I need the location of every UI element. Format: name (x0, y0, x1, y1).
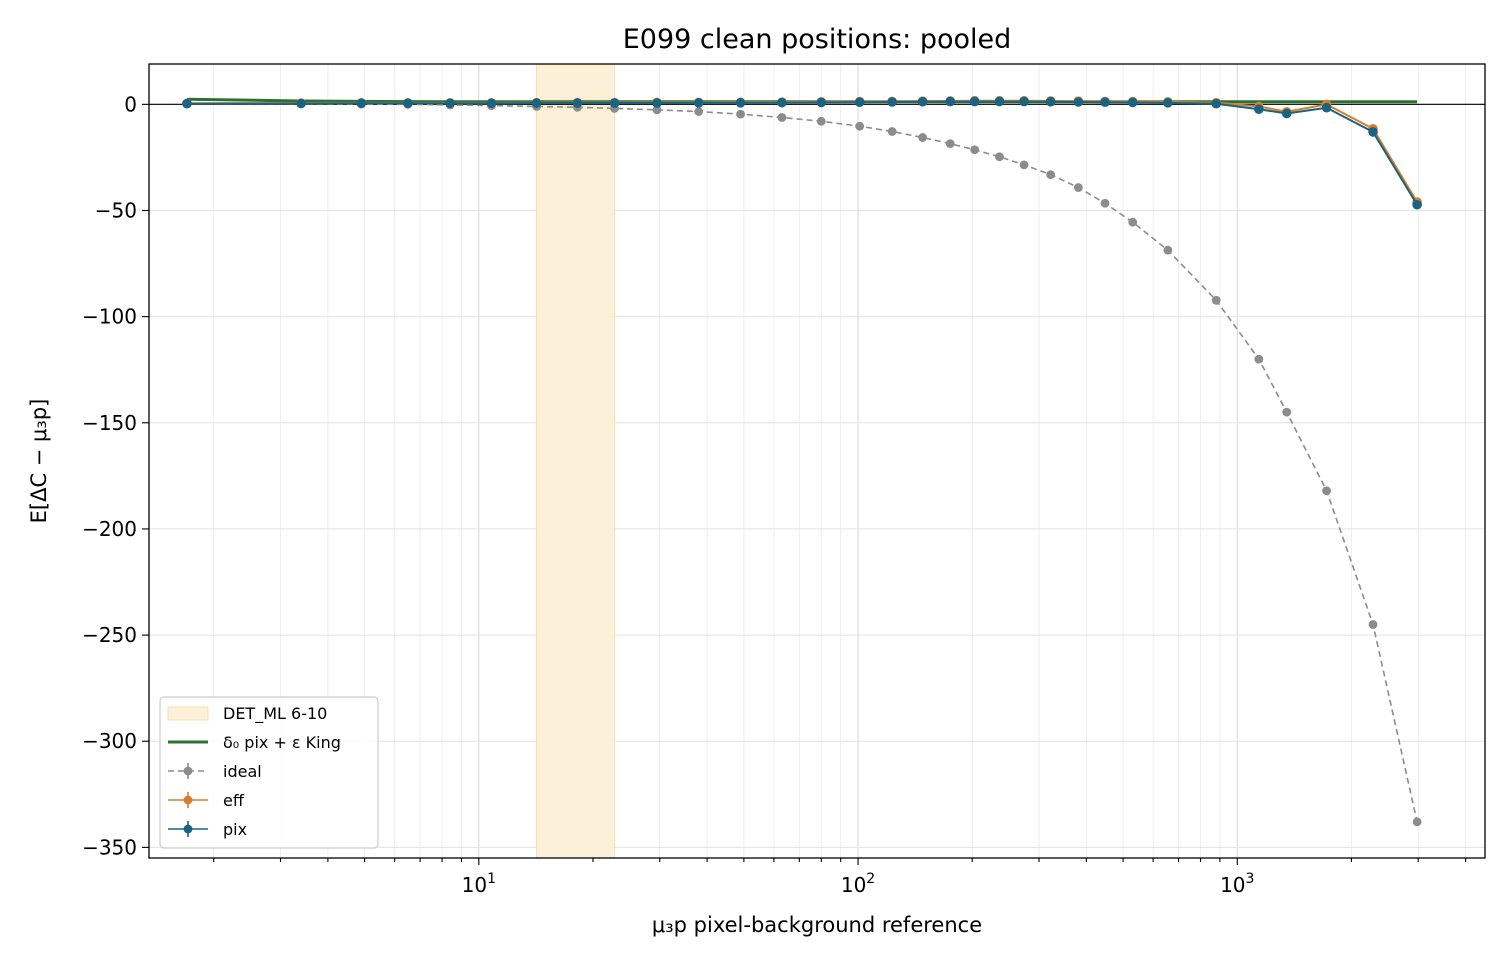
data-point (1321, 102, 1332, 113)
legend: DET_ML 6-10 δ₀ pix + ε King ideal eff pix (159, 696, 379, 849)
data-point (917, 96, 928, 107)
data-point (609, 98, 620, 108)
data-point (1211, 295, 1221, 305)
data-point (736, 109, 745, 119)
data-point (816, 97, 827, 108)
x-tick-base: 10 (462, 873, 487, 897)
x-tick-label: 103 (1220, 871, 1254, 897)
legend-box (159, 696, 379, 849)
data-point (652, 98, 662, 108)
series-line (186, 102, 1418, 823)
y-tick-label: −100 (82, 305, 137, 329)
x-tick-base: 10 (1220, 873, 1245, 897)
data-point (887, 97, 897, 107)
data-point (1412, 199, 1422, 210)
x-tick-base: 10 (841, 873, 866, 897)
data-point (1127, 97, 1138, 108)
data-point (1368, 127, 1378, 137)
data-point (1211, 98, 1222, 109)
legend-marker (183, 795, 193, 805)
data-point (1019, 96, 1029, 107)
data-point (486, 98, 497, 109)
legend-label: δ₀ pix + ε King (223, 733, 341, 752)
y-tick-label: −350 (82, 835, 137, 859)
data-point (1281, 108, 1292, 119)
data-point (1282, 407, 1292, 417)
data-point (777, 97, 787, 108)
data-point (777, 113, 787, 122)
data-point (1163, 98, 1173, 108)
data-point (403, 98, 413, 109)
y-tick-label: 0 (124, 92, 137, 116)
data-point (1073, 97, 1084, 107)
legend-label: pix (223, 820, 247, 839)
data-point (356, 98, 367, 109)
det-ml-band (536, 64, 616, 858)
x-axis-ticks: 101 102 103 (213, 858, 1467, 897)
data-point (1100, 198, 1110, 208)
series-3 (182, 96, 1422, 210)
data-point (693, 98, 704, 108)
data-point (855, 121, 865, 131)
legend-marker (183, 766, 193, 776)
legend-marker (183, 824, 193, 834)
y-tick-label: −250 (82, 623, 137, 647)
data-point (1019, 160, 1029, 170)
data-point (887, 127, 897, 136)
y-tick-label: −200 (82, 517, 137, 541)
x-tick-exponent: 3 (1246, 871, 1255, 887)
x-tick-exponent: 2 (866, 871, 875, 887)
series-line (186, 100, 1418, 206)
y-tick-label: −300 (82, 729, 137, 753)
x-tick-exponent: 1 (487, 871, 496, 887)
series-2 (182, 95, 1422, 207)
data-point (735, 98, 746, 108)
data-point (694, 107, 704, 116)
data-point (1368, 620, 1378, 629)
y-tick-label: −50 (95, 198, 137, 222)
data-point (995, 152, 1004, 162)
x-tick-label: 102 (841, 871, 875, 897)
data-point (945, 96, 956, 107)
data-point (918, 133, 928, 142)
legend-label: ideal (223, 762, 262, 781)
data-point (1045, 96, 1056, 107)
data-point (994, 96, 1005, 107)
data-point (1322, 486, 1331, 496)
data-point (1073, 183, 1083, 192)
data-point (652, 105, 662, 115)
data-point (182, 98, 192, 109)
data-point (945, 139, 955, 149)
legend-label: DET_ML 6-10 (223, 704, 327, 724)
data-point (816, 116, 826, 126)
series-layer (182, 95, 1422, 827)
y-tick-label: −150 (82, 411, 137, 435)
data-point (572, 98, 583, 108)
band-rect (536, 64, 616, 858)
data-point (1412, 817, 1422, 827)
data-point (531, 98, 542, 108)
data-point (969, 96, 980, 107)
data-point (1254, 104, 1264, 115)
data-point (1163, 245, 1173, 255)
data-point (1254, 354, 1264, 364)
legend-label: eff (223, 791, 245, 810)
data-point (296, 98, 306, 109)
data-point (1128, 217, 1138, 227)
plot-frame (148, 63, 1486, 859)
chart-title: E099 clean positions: pooled (623, 24, 1012, 55)
y-axis-label: E[ΔC − μ₃p] (27, 399, 51, 524)
data-point (445, 98, 455, 109)
x-tick-label: 101 (462, 871, 496, 897)
x-axis-label: μ₃p pixel-background reference (652, 913, 982, 937)
y-axis-ticks: 0 −50 −100 −150 −200 −250 −300 −350 (82, 92, 149, 859)
series-line (186, 99, 1418, 203)
legend-swatch (167, 706, 209, 721)
data-point (854, 97, 865, 108)
data-point (970, 145, 980, 155)
data-point (1100, 97, 1110, 108)
data-point (1046, 170, 1056, 180)
